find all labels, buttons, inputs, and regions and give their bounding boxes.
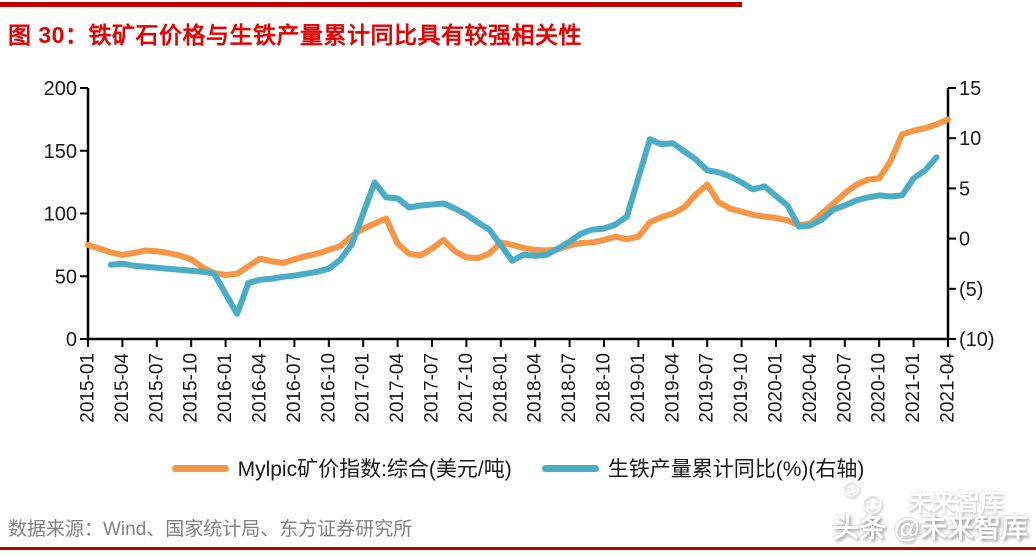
orange-line-swatch-icon (171, 464, 229, 472)
left-axis-tick-label: 100 (44, 204, 77, 226)
series-line-1 (107, 136, 940, 317)
smiley-icon: ☺ (856, 484, 889, 520)
x-axis-tick-label: 2019-01 (628, 353, 649, 423)
left-axis-tick-label: 50 (55, 266, 77, 288)
x-axis-tick-label: 2017-10 (456, 353, 477, 423)
chart-legend: Mylpic矿价指数:综合(美元/吨) 生铁产量累计同比(%)(右轴) (88, 452, 948, 484)
left-axis-tick-label: 200 (44, 78, 77, 100)
x-axis-tick-label: 2016-04 (250, 353, 271, 423)
bottom-red-rule (0, 547, 1036, 550)
x-axis-tick-label: 2015-04 (112, 353, 133, 423)
data-source-note: 数据来源：Wind、国家统计局、东方证券研究所 (8, 519, 413, 540)
x-axis-tick-label: 2019-04 (662, 353, 683, 423)
x-axis-tick-label: 2016-01 (215, 353, 236, 423)
x-axis-tick-label: 2021-04 (938, 353, 959, 423)
x-axis-tick-label: 2015-10 (181, 353, 202, 423)
top-red-rule (0, 2, 742, 7)
x-axis-tick-label: 2020-04 (800, 353, 821, 423)
x-axis-tick-label: 2017-04 (387, 353, 408, 423)
x-axis-tick-label: 2015-01 (78, 353, 99, 423)
x-axis-tick-label: 2018-01 (490, 353, 511, 423)
x-axis-tick-label: 2020-10 (869, 353, 890, 423)
legend-label-pig-iron-yoy: 生铁产量累计同比(%)(右轴) (607, 458, 865, 481)
x-axis-tick-label: 2019-07 (697, 353, 718, 423)
x-axis-tick-label: 2018-07 (559, 353, 580, 423)
x-axis-tick-label: 2016-10 (318, 353, 339, 423)
x-axis-tick-label: 2017-07 (422, 353, 443, 423)
x-axis-tick-label: 2017-01 (353, 353, 374, 423)
watermark-ghost-text: 未来智库 (908, 489, 1004, 516)
x-axis-tick-label: 2020-07 (834, 353, 855, 423)
figure-title: 图 30：铁矿石价格与生铁产量累计同比具有较强相关性 (8, 22, 582, 48)
x-axis-tick-label: 2018-10 (594, 353, 615, 423)
x-axis-tick-label: 2020-01 (766, 353, 787, 423)
x-axis-tick-label: 2016-07 (284, 353, 305, 423)
left-axis-tick-label: 150 (44, 141, 77, 163)
x-axis-tick-label: 2018-04 (525, 353, 546, 423)
right-axis-tick-label: 15 (959, 78, 981, 100)
legend-item-pig-iron-yoy: 生铁产量累计同比(%)(右轴) (541, 453, 865, 483)
blue-line-swatch-icon (541, 464, 599, 472)
right-axis-tick-label: 10 (959, 128, 981, 150)
left-axis-tick-label: 0 (66, 329, 77, 351)
watermark-main-text: 头条 @未来智库 (832, 513, 1028, 543)
x-axis-tick-label: 2021-01 (903, 353, 924, 423)
legend-label-ore-price-index: Mylpic矿价指数:综合(美元/吨) (237, 458, 512, 481)
series-line-0 (85, 116, 951, 278)
right-axis-tick-label: 0 (959, 229, 970, 251)
right-axis-tick-label: (10) (959, 329, 995, 351)
legend-item-ore-price-index: Mylpic矿价指数:综合(美元/吨) (171, 453, 512, 483)
right-axis-tick-label: 5 (959, 178, 970, 200)
x-axis-tick-label: 2019-10 (731, 353, 752, 423)
right-axis-tick-label: (5) (959, 279, 983, 301)
x-axis-tick-label: 2015-07 (146, 353, 167, 423)
